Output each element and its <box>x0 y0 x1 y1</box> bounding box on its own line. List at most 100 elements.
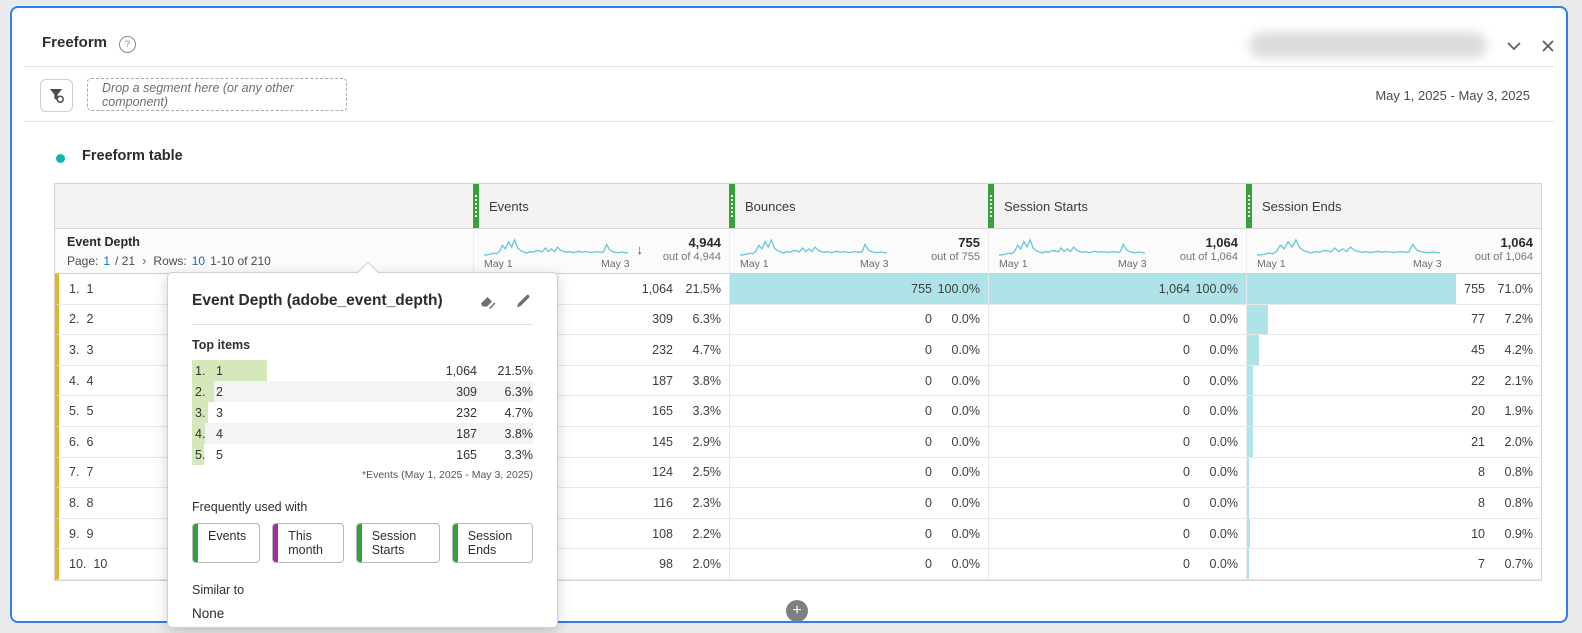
column-header-bounces[interactable]: Bounces <box>729 184 988 229</box>
edit-button[interactable] <box>513 291 533 311</box>
drag-handle-icon[interactable] <box>988 184 994 228</box>
top-item[interactable]: 3. 3 232 4.7% <box>192 402 533 423</box>
segment-drop-zone[interactable]: Drop a segment here (or any other compon… <box>87 78 347 111</box>
data-cell: 0 0.0% <box>729 365 988 397</box>
help-icon[interactable]: ? <box>119 36 136 53</box>
drag-handle-icon[interactable] <box>1246 184 1252 228</box>
cell-value: 309 <box>652 312 673 327</box>
cell-values: 116 2.3% <box>653 488 721 518</box>
top-item[interactable]: 1. 1 1,064 21.5% <box>192 360 533 381</box>
next-page-icon[interactable]: › <box>142 253 147 268</box>
data-cell: 0 0.0% <box>988 365 1246 397</box>
collapse-panel-button[interactable] <box>1504 36 1524 56</box>
chip-label: Session Starts <box>371 529 417 557</box>
component-chip[interactable]: This month <box>272 523 344 563</box>
top-item-rank: 4. <box>195 426 206 441</box>
spark-end-label: May 3 <box>1118 258 1147 270</box>
cell-values: 0 0.0% <box>925 519 980 549</box>
row-item: 9 <box>86 526 94 541</box>
component-chip[interactable]: Session Ends <box>451 523 533 563</box>
top-item-percent: 3.8% <box>504 426 534 441</box>
column-header-label: Session Ends <box>1262 198 1342 214</box>
date-range[interactable]: May 1, 2025 - May 3, 2025 <box>1375 88 1530 103</box>
top-item-bar <box>192 381 215 402</box>
redacted-panel-name <box>1249 32 1487 58</box>
spark-end-label: May 3 <box>601 258 630 270</box>
drag-handle-icon[interactable] <box>473 184 479 228</box>
cell-value: 124 <box>652 465 673 480</box>
data-cell: 0 0.0% <box>988 549 1246 580</box>
page-number-link[interactable]: 1 <box>103 253 111 268</box>
row-rank: 8. <box>69 495 80 510</box>
cell-percent: 0.0% <box>951 373 981 388</box>
cell-percent: 0.0% <box>1209 434 1239 449</box>
header-divider <box>24 66 1554 67</box>
top-item[interactable]: 5. 5 165 3.3% <box>192 444 533 465</box>
cell-value: 7 <box>1478 557 1485 572</box>
row-item: 10 <box>93 557 108 572</box>
cell-value: 0 <box>1183 312 1190 327</box>
cell-value: 0 <box>925 557 932 572</box>
total-out-of: out of 1,064 <box>1474 251 1533 263</box>
cell-percent: 21.5% <box>685 281 721 296</box>
cell-percent: 0.0% <box>1209 312 1239 327</box>
page-label: Page: <box>67 253 99 268</box>
cell-values: 0 0.0% <box>925 305 980 335</box>
panel-title: Freeform <box>42 34 108 51</box>
data-cell: 0 0.0% <box>729 457 988 489</box>
sort-descending-icon[interactable]: ↓ <box>636 242 644 257</box>
rows-label: Rows: <box>153 253 187 268</box>
row-item: 5 <box>86 404 94 419</box>
cell-percent: 0.0% <box>951 557 981 572</box>
spark-end-label: May 3 <box>1413 258 1442 270</box>
cell-values: 0 0.0% <box>925 335 980 365</box>
cell-percent: 0.0% <box>1209 373 1239 388</box>
top-item-rank: 5. <box>195 447 206 462</box>
cell-values: 1,064 100.0% <box>1159 274 1238 304</box>
row-item: 1 <box>86 281 94 296</box>
component-chip[interactable]: Session Starts <box>355 523 440 563</box>
add-visualization-button[interactable]: + <box>786 600 808 622</box>
cell-values: 22 2.1% <box>1471 366 1533 396</box>
drag-handle-icon[interactable] <box>729 184 735 228</box>
top-item-value: 187 <box>456 426 477 441</box>
column-header-session-ends[interactable]: Session Ends <box>1246 184 1541 229</box>
column-header-label: Bounces <box>745 198 796 214</box>
segment-filter-button[interactable] <box>40 79 73 112</box>
column-header-session-starts[interactable]: Session Starts <box>988 184 1246 229</box>
top-item-percent: 4.7% <box>504 405 534 420</box>
cell-values: 20 1.9% <box>1471 396 1533 426</box>
sparkline <box>1256 234 1441 260</box>
cell-value: 0 <box>1183 342 1190 357</box>
sparkline-chart <box>739 238 888 256</box>
cell-percent: 2.1% <box>1504 373 1534 388</box>
top-item[interactable]: 4. 4 187 3.8% <box>192 423 533 444</box>
rows-count-link[interactable]: 10 <box>191 253 206 268</box>
cell-values: 0 0.0% <box>1183 427 1238 457</box>
row-rank: 4. <box>69 373 80 388</box>
cell-values: 7 0.7% <box>1478 549 1533 579</box>
cell-values: 8 0.8% <box>1478 458 1533 488</box>
cell-percent: 3.8% <box>692 373 722 388</box>
component-chip[interactable]: Events <box>192 523 261 563</box>
cell-value: 10 <box>1471 526 1485 541</box>
frequently-used-label: Frequently used with <box>192 500 308 514</box>
close-panel-button[interactable] <box>1538 36 1558 56</box>
sparkline <box>998 234 1146 260</box>
cell-values: 232 4.7% <box>652 335 721 365</box>
cell-bar <box>989 274 1246 304</box>
frequently-used-chips: Events This month Session Starts Session En… <box>192 523 533 563</box>
column-header-events[interactable]: Events <box>473 184 729 229</box>
dimension-name: Event Depth <box>67 235 140 249</box>
cell-value: 0 <box>925 373 932 388</box>
data-cell: 77 7.2% <box>1246 304 1541 336</box>
cell-value: 165 <box>652 404 673 419</box>
chip-color-bar <box>193 524 198 562</box>
data-cell: 8 0.8% <box>1246 488 1541 519</box>
chip-label: This month <box>288 529 323 557</box>
tag-pencil-button[interactable] <box>477 291 497 311</box>
top-item[interactable]: 2. 2 309 6.3% <box>192 381 533 402</box>
sparkline-chart <box>998 238 1146 256</box>
cell-values: 0 0.0% <box>1183 396 1238 426</box>
data-cell: 755 100.0% <box>729 274 988 305</box>
